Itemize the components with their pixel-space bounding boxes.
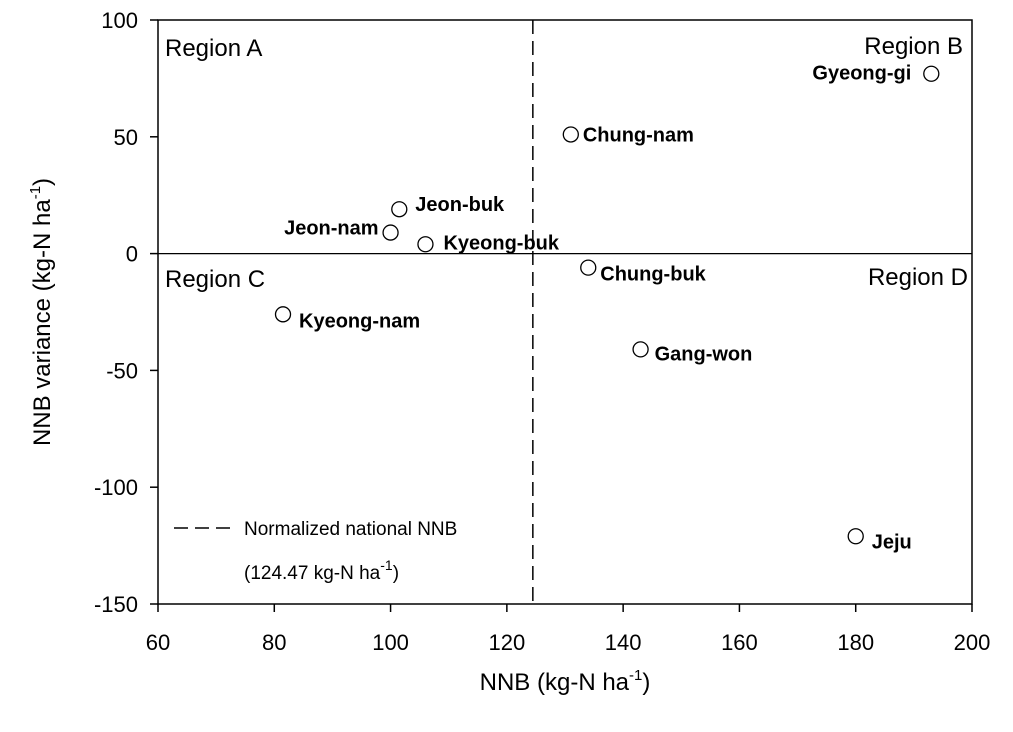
y-tick-label: -150 bbox=[94, 592, 138, 617]
y-axis-title: NNB variance (kg-N ha-1) bbox=[27, 178, 56, 446]
point-label-gang-won: Gang-won bbox=[655, 343, 753, 365]
point-label-chung-nam: Chung-nam bbox=[583, 124, 694, 146]
point-label-jeju: Jeju bbox=[872, 531, 912, 553]
region-b-label: Region B bbox=[864, 33, 963, 60]
data-point-chung-buk bbox=[580, 259, 597, 276]
x-tick-label: 200 bbox=[954, 630, 991, 655]
y-tick-label: 50 bbox=[114, 125, 138, 150]
legend-line2: (124.47 kg-N ha-1) bbox=[244, 557, 399, 584]
data-point-gang-won bbox=[632, 341, 649, 358]
point-label-kyeong-nam: Kyeong-nam bbox=[299, 310, 420, 332]
data-point-jeon-buk bbox=[391, 201, 408, 218]
x-axis-title-end: ) bbox=[642, 669, 650, 696]
region-d-label: Region D bbox=[868, 264, 968, 291]
x-axis-title-main: NNB (kg-N ha bbox=[480, 669, 630, 696]
legend-line2-end: ) bbox=[393, 563, 399, 584]
x-tick-label: 60 bbox=[146, 630, 170, 655]
y-tick-label: 0 bbox=[126, 242, 138, 267]
data-point-jeon-nam bbox=[382, 224, 399, 241]
x-axis-title: NNB (kg-N ha-1) bbox=[480, 667, 651, 696]
point-label-gyeong-gi: Gyeong-gi bbox=[812, 63, 911, 85]
data-point-jeju bbox=[847, 528, 864, 545]
legend-line2-sup: -1 bbox=[380, 557, 393, 573]
data-point-kyeong-nam bbox=[274, 306, 292, 323]
point-label-jeon-buk: Jeon-buk bbox=[415, 194, 505, 216]
point-label-jeon-nam: Jeon-nam bbox=[284, 218, 378, 240]
point-label-chung-buk: Chung-buk bbox=[600, 264, 706, 286]
y-axis-title-main: NNB variance (kg-N ha bbox=[29, 199, 56, 446]
region-a-label: Region A bbox=[165, 35, 262, 62]
region-c-label: Region C bbox=[165, 266, 265, 293]
legend-line2-main: (124.47 kg-N ha bbox=[244, 563, 381, 584]
data-point-gyeong-gi bbox=[923, 65, 940, 82]
data-point-kyeong-buk bbox=[417, 236, 434, 253]
y-tick-label: -100 bbox=[94, 475, 138, 500]
x-tick-label: 140 bbox=[605, 630, 642, 655]
y-tick-label: 100 bbox=[101, 8, 138, 33]
x-tick-label: 100 bbox=[372, 630, 409, 655]
y-axis-title-end: ) bbox=[29, 178, 56, 186]
x-tick-label: 120 bbox=[488, 630, 525, 655]
point-label-kyeong-buk: Kyeong-buk bbox=[443, 232, 559, 254]
x-tick-label: 180 bbox=[837, 630, 874, 655]
x-tick-label: 80 bbox=[262, 630, 286, 655]
legend-line1: Normalized national NNB bbox=[244, 519, 457, 540]
data-point-chung-nam bbox=[562, 126, 579, 143]
x-axis-title-sup: -1 bbox=[629, 667, 642, 684]
y-tick-label: -50 bbox=[106, 358, 138, 383]
y-axis-title-sup: -1 bbox=[27, 186, 44, 199]
plot-area-frame bbox=[157, 19, 973, 605]
x-tick-label: 160 bbox=[721, 630, 758, 655]
